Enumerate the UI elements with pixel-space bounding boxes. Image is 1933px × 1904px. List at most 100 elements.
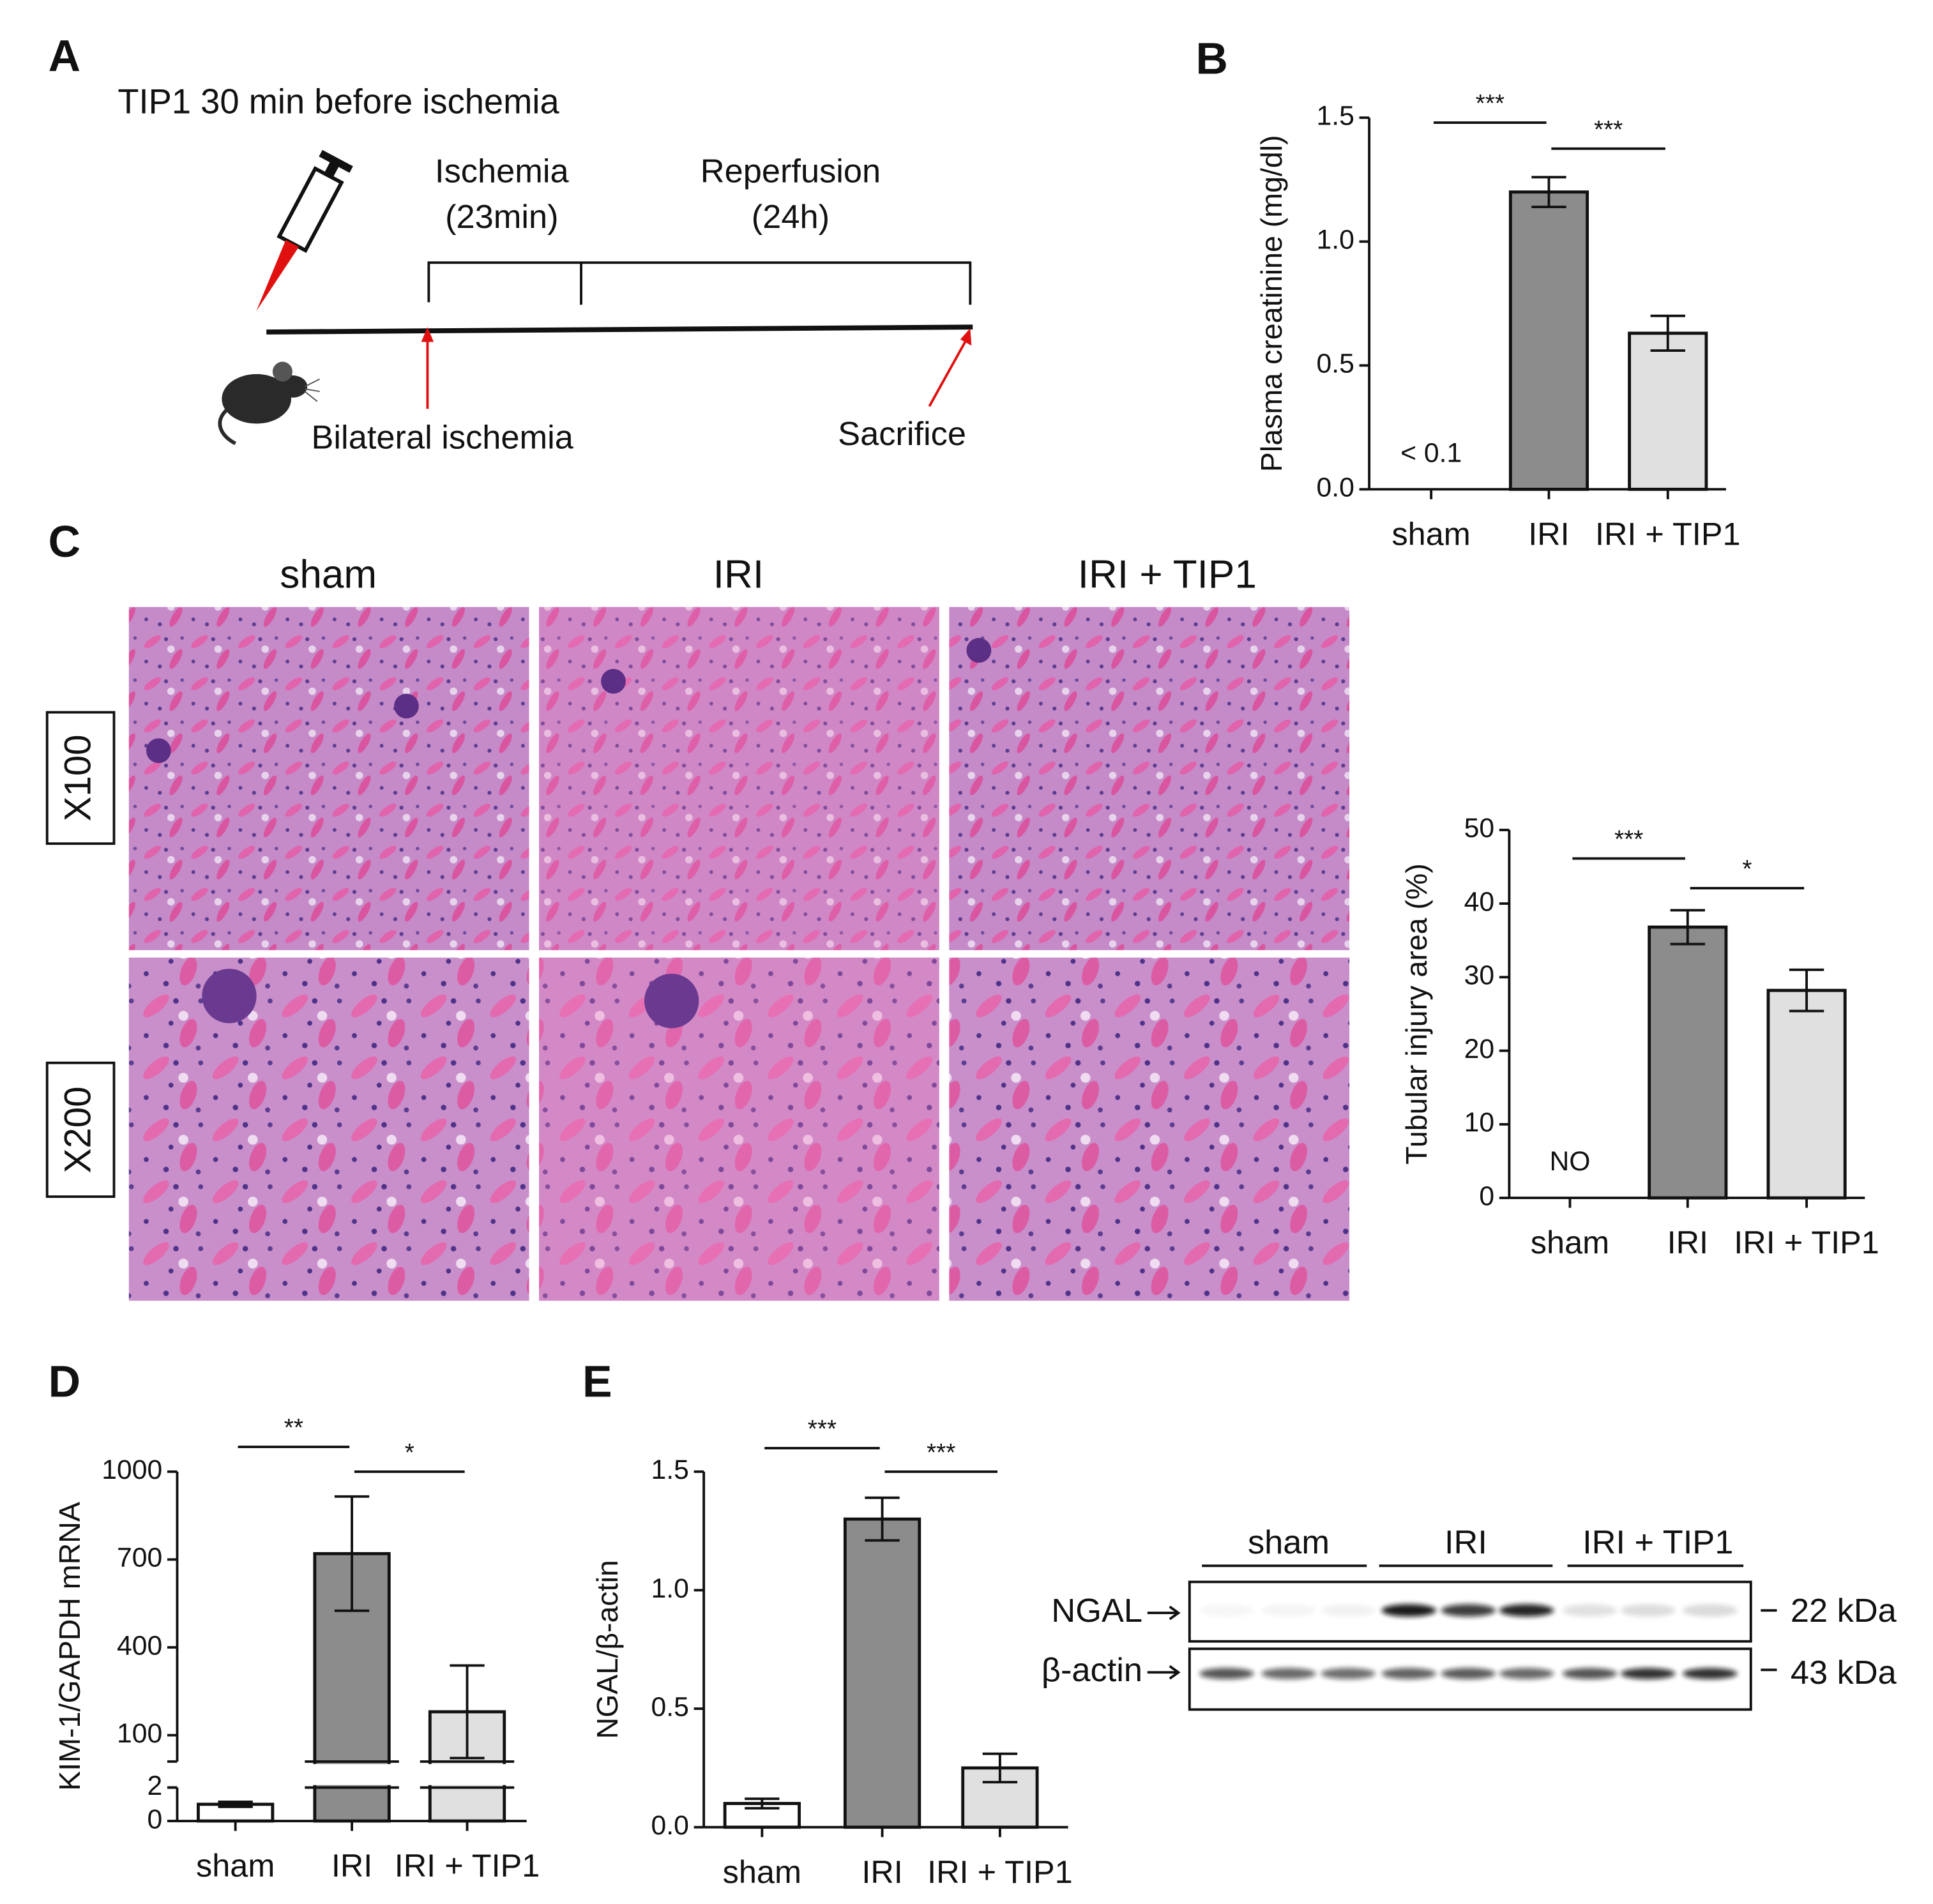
- significance-label: **: [284, 1414, 303, 1442]
- blot-band: [1381, 1668, 1436, 1679]
- micrograph: [128, 957, 529, 1301]
- blot-band: [1683, 1668, 1738, 1679]
- syringe: [256, 149, 353, 312]
- histology-grid: sham IRI IRI + TIP1 X100 X200: [45, 553, 1350, 1301]
- blot-row-label: β-actin: [1042, 1652, 1142, 1689]
- x-tick-label: sham: [723, 1854, 801, 1890]
- bar: [1628, 331, 1708, 491]
- x-tick-label: IRI: [861, 1854, 902, 1890]
- axis-break-gap: [426, 1764, 508, 1785]
- western-blot: sham IRI IRI + TIP1 NGAL β-actin 22 kDa …: [1042, 1524, 1897, 1711]
- chart: sham IRI IRI + TIP1 Plasma creatinine (mg/d…: [1255, 90, 1741, 552]
- blot-band: [1199, 1668, 1254, 1679]
- y-tick-label: 1.0: [651, 1573, 689, 1604]
- event-label: Sacrifice: [838, 416, 966, 453]
- micrograph: [539, 957, 939, 1301]
- micrograph-tint: [539, 607, 939, 951]
- magnification-box: [45, 711, 116, 845]
- y-tick-label: 50: [1464, 813, 1494, 843]
- x-tick-label: IRI + TIP1: [1595, 515, 1741, 552]
- y-tick-label: 2: [147, 1771, 162, 1801]
- error-bar: [218, 1800, 253, 1808]
- y-tick-label: 700: [117, 1543, 162, 1573]
- significance-label: ***: [1594, 116, 1623, 144]
- x-tick-label: sham: [1391, 515, 1470, 552]
- phase-braces: [427, 261, 972, 305]
- micrograph-tint: [539, 957, 939, 1301]
- y-tick-label: 1000: [102, 1454, 162, 1485]
- error-bar: [450, 1664, 485, 1760]
- glomerulus: [202, 969, 257, 1024]
- magnification-label: X200: [57, 1086, 98, 1173]
- y-tick-label: 20: [1464, 1034, 1494, 1064]
- blot-band: [1261, 1668, 1316, 1679]
- glomerulus: [601, 669, 626, 694]
- error-bar: [334, 1495, 370, 1612]
- significance-label: ***: [808, 1416, 837, 1443]
- y-tick-label: 0.5: [1317, 349, 1354, 379]
- y-axis-label: Tubular injury area (%): [1400, 863, 1433, 1165]
- y-tick-label: 1.5: [651, 1454, 689, 1485]
- y-tick-label: 400: [117, 1630, 162, 1661]
- blot-strip: [1188, 1647, 1752, 1711]
- event-label: Bilateral ischemia: [311, 419, 573, 457]
- bar: [1648, 925, 1728, 1200]
- y-axis-label: KIM-1/GAPDH mRNA: [53, 1502, 86, 1791]
- blot-band: [1499, 1668, 1554, 1679]
- panel-letter: B: [1195, 33, 1227, 83]
- error-bar: [745, 1797, 780, 1810]
- blot-band: [1321, 1668, 1376, 1679]
- blot-group: sham: [1248, 1524, 1330, 1561]
- y-axis-label: Plasma creatinine (mg/dl): [1255, 135, 1288, 472]
- significance-label: *: [405, 1439, 414, 1467]
- x-tick-label: IRI: [1528, 515, 1569, 552]
- panel-letter: C: [49, 517, 80, 566]
- axis-break-gap: [311, 1764, 393, 1785]
- y-tick-label: 100: [117, 1718, 162, 1749]
- y-tick-label: 0: [1479, 1181, 1494, 1211]
- blot-band: [1621, 1604, 1676, 1617]
- micrograph: [949, 607, 1350, 951]
- group-label: sham: [280, 553, 377, 597]
- error-bar: [1531, 176, 1566, 208]
- significance-label: ***: [927, 1439, 955, 1467]
- bar: [843, 1517, 921, 1829]
- blot-band: [1562, 1604, 1618, 1617]
- micrograph: [539, 607, 939, 951]
- size-label: 43 kDa: [1791, 1654, 1897, 1691]
- micrograph: [949, 957, 1350, 1301]
- error-bar: [1650, 314, 1685, 352]
- blot-band: [1199, 1604, 1254, 1616]
- blot-band: [1441, 1668, 1496, 1679]
- phase-duration: (24h): [752, 199, 830, 236]
- bar-annotation: < 0.1: [1400, 437, 1462, 468]
- group-label: IRI + TIP1: [1078, 553, 1257, 597]
- error-bar: [1670, 909, 1705, 946]
- x-tick-label: IRI + TIP1: [927, 1854, 1073, 1890]
- phase-name: Ischemia: [435, 153, 569, 190]
- y-tick-label: 1.0: [1317, 225, 1354, 255]
- size-label: 22 kDa: [1791, 1592, 1897, 1629]
- mouse-icon: [218, 361, 321, 446]
- x-tick-label: IRI: [1667, 1224, 1708, 1260]
- glomerulus: [146, 738, 171, 764]
- x-tick-label: IRI + TIP1: [1734, 1224, 1879, 1260]
- phase-duration: (23min): [445, 199, 559, 236]
- blot-band: [1381, 1604, 1436, 1617]
- group-label: IRI: [713, 553, 764, 597]
- glomerulus: [394, 693, 419, 719]
- arrow-head: [421, 327, 434, 342]
- blot-band: [1441, 1604, 1496, 1617]
- glomerulus: [644, 973, 699, 1029]
- bar: [1766, 988, 1847, 1200]
- y-tick-label: 10: [1464, 1107, 1494, 1138]
- blot-band: [1562, 1668, 1618, 1679]
- magnification-box: [45, 1061, 116, 1198]
- x-tick-label: sham: [196, 1847, 275, 1884]
- blot-band: [1261, 1604, 1316, 1617]
- y-axis-label: NGAL/β-actin: [591, 1560, 624, 1739]
- blot-band: [1683, 1604, 1738, 1617]
- panel-letter: A: [49, 31, 80, 81]
